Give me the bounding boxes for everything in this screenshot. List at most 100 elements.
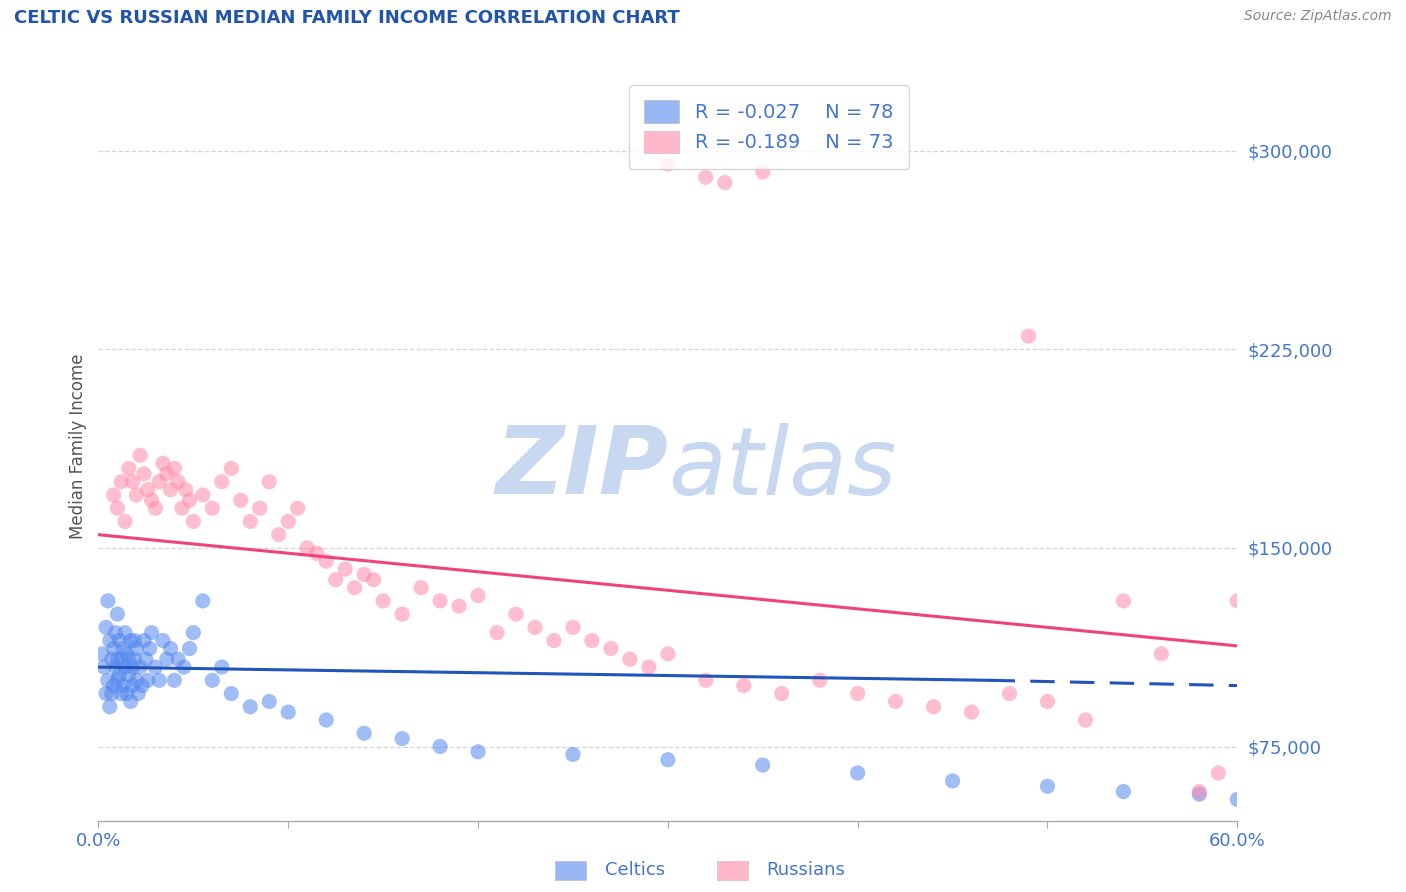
- Point: [770, 687, 793, 701]
- Point: [942, 773, 965, 788]
- Point: [411, 581, 433, 595]
- Point: [657, 753, 679, 767]
- Point: [104, 660, 127, 674]
- Point: [695, 170, 717, 185]
- Point: [115, 687, 138, 701]
- Point: [581, 633, 603, 648]
- Point: [94, 687, 117, 701]
- Point: [94, 620, 117, 634]
- Text: Source: ZipAtlas.com: Source: ZipAtlas.com: [1244, 9, 1392, 23]
- Point: [127, 687, 149, 701]
- Point: [103, 679, 125, 693]
- Point: [752, 165, 775, 179]
- Point: [1112, 594, 1135, 608]
- Point: [998, 687, 1021, 701]
- Point: [107, 652, 129, 666]
- Point: [179, 641, 201, 656]
- Point: [562, 747, 585, 762]
- Point: [1188, 784, 1211, 798]
- Point: [543, 633, 565, 648]
- Point: [1226, 792, 1249, 806]
- Point: [297, 541, 319, 555]
- Text: Celtics: Celtics: [605, 861, 665, 879]
- Text: Russians: Russians: [766, 861, 845, 879]
- Point: [201, 501, 224, 516]
- Point: [1188, 787, 1211, 801]
- Point: [846, 766, 869, 780]
- Point: [93, 660, 115, 674]
- Point: [1246, 527, 1268, 541]
- Point: [808, 673, 831, 688]
- Point: [353, 567, 375, 582]
- Point: [124, 633, 146, 648]
- Point: [619, 652, 641, 666]
- Point: [486, 625, 509, 640]
- Point: [124, 652, 146, 666]
- Point: [277, 705, 299, 719]
- Point: [179, 493, 201, 508]
- Point: [167, 652, 190, 666]
- Y-axis label: Median Family Income: Median Family Income: [69, 353, 87, 539]
- Point: [325, 573, 347, 587]
- Point: [429, 739, 451, 754]
- Point: [173, 660, 195, 674]
- Point: [115, 647, 138, 661]
- Point: [141, 625, 163, 640]
- Point: [562, 620, 585, 634]
- Point: [129, 660, 152, 674]
- Point: [103, 488, 125, 502]
- Point: [170, 501, 193, 516]
- Point: [107, 673, 129, 688]
- Point: [114, 660, 136, 674]
- Text: CELTIC VS RUSSIAN MEDIAN FAMILY INCOME CORRELATION CHART: CELTIC VS RUSSIAN MEDIAN FAMILY INCOME C…: [14, 9, 681, 27]
- Point: [960, 705, 983, 719]
- Point: [125, 673, 148, 688]
- Point: [884, 694, 907, 708]
- Point: [1036, 694, 1059, 708]
- Point: [239, 515, 262, 529]
- Point: [163, 673, 186, 688]
- Point: [191, 594, 214, 608]
- Point: [449, 599, 471, 614]
- Point: [211, 475, 233, 489]
- Point: [183, 515, 205, 529]
- Point: [211, 660, 233, 674]
- Point: [112, 641, 135, 656]
- Point: [132, 467, 155, 481]
- Point: [98, 633, 121, 648]
- Point: [167, 475, 190, 489]
- Point: [110, 687, 132, 701]
- Point: [174, 483, 197, 497]
- Point: [135, 652, 157, 666]
- Text: ZIP: ZIP: [495, 423, 668, 515]
- Point: [121, 660, 143, 674]
- Point: [121, 475, 143, 489]
- Point: [343, 581, 366, 595]
- Point: [114, 515, 136, 529]
- Point: [714, 176, 737, 190]
- Point: [136, 483, 159, 497]
- Point: [467, 745, 489, 759]
- Point: [107, 607, 129, 621]
- Point: [103, 641, 125, 656]
- Point: [104, 625, 127, 640]
- Point: [98, 699, 121, 714]
- Point: [100, 687, 122, 701]
- Point: [145, 501, 167, 516]
- Point: [125, 488, 148, 502]
- Point: [125, 641, 148, 656]
- Point: [156, 467, 179, 481]
- Point: [152, 633, 174, 648]
- Point: [201, 673, 224, 688]
- Point: [107, 501, 129, 516]
- Point: [136, 673, 159, 688]
- Point: [114, 625, 136, 640]
- Point: [163, 461, 186, 475]
- Point: [112, 679, 135, 693]
- Point: [249, 501, 271, 516]
- Point: [353, 726, 375, 740]
- Point: [148, 673, 170, 688]
- Point: [1226, 594, 1249, 608]
- Point: [657, 157, 679, 171]
- Point: [97, 673, 120, 688]
